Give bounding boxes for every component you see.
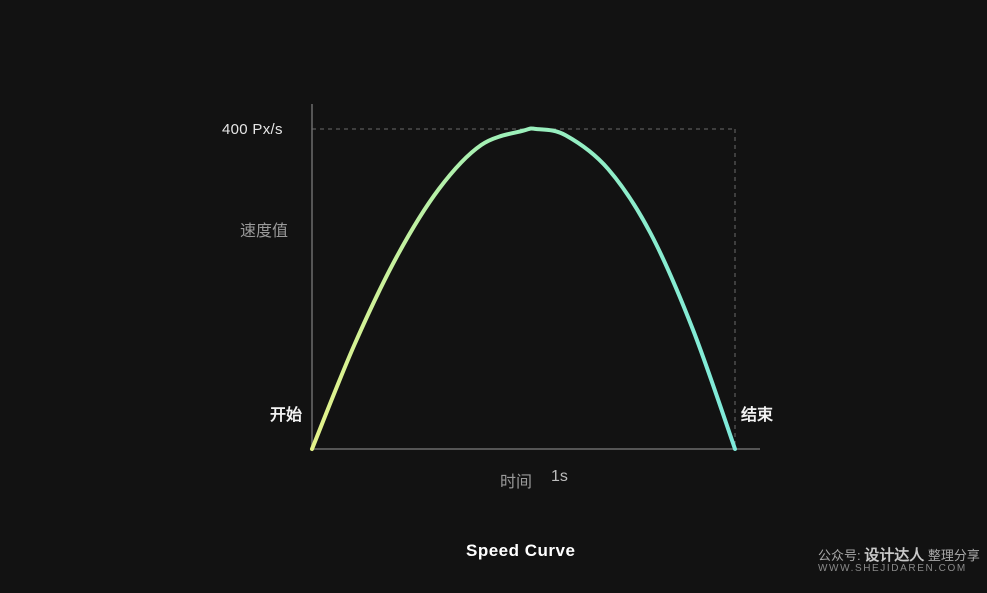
watermark-brand: 设计达人 bbox=[864, 547, 925, 564]
watermark-prefix: 公众号: bbox=[818, 548, 861, 563]
watermark-line-1: 公众号: 设计达人 整理分享 bbox=[818, 544, 980, 565]
chart-title: Speed Curve bbox=[466, 541, 576, 560]
start-label: 开始 bbox=[270, 407, 303, 424]
end-label: 结束 bbox=[741, 407, 774, 424]
watermark-suffix: 整理分享 bbox=[927, 548, 980, 563]
x-axis-duration-label: 1s bbox=[551, 468, 568, 485]
y-axis-label: 速度值 bbox=[240, 223, 289, 240]
speed-curve-line bbox=[310, 126, 737, 451]
x-axis-label: 时间 bbox=[500, 474, 533, 491]
peak-speed-label: 400 Px/s bbox=[222, 121, 283, 138]
watermark-url: WWW.SHEJIDAREN.COM bbox=[818, 563, 967, 574]
